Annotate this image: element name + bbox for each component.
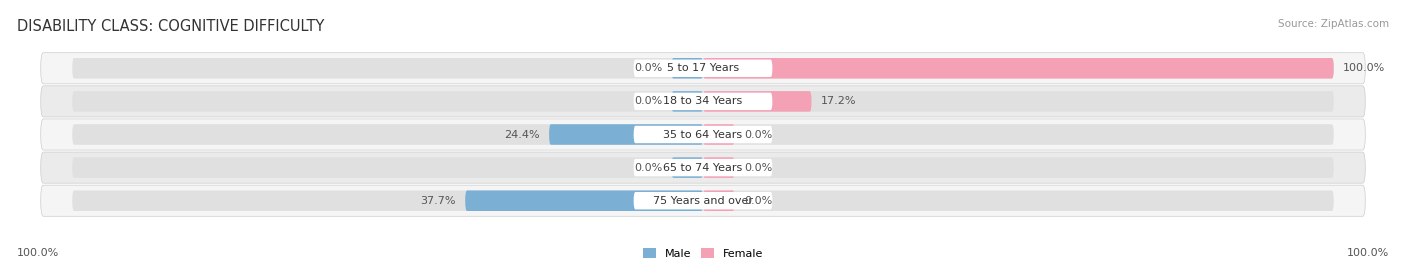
FancyBboxPatch shape	[41, 152, 1365, 183]
Text: 18 to 34 Years: 18 to 34 Years	[664, 96, 742, 107]
FancyBboxPatch shape	[465, 190, 703, 211]
Text: 37.7%: 37.7%	[420, 196, 456, 206]
Text: 0.0%: 0.0%	[634, 162, 662, 173]
FancyBboxPatch shape	[703, 157, 734, 178]
Text: DISABILITY CLASS: COGNITIVE DIFFICULTY: DISABILITY CLASS: COGNITIVE DIFFICULTY	[17, 19, 325, 34]
FancyBboxPatch shape	[72, 190, 1334, 211]
FancyBboxPatch shape	[634, 93, 772, 110]
FancyBboxPatch shape	[703, 58, 1334, 79]
FancyBboxPatch shape	[672, 58, 703, 79]
Text: 35 to 64 Years: 35 to 64 Years	[664, 129, 742, 140]
FancyBboxPatch shape	[41, 86, 1365, 117]
Text: 17.2%: 17.2%	[821, 96, 856, 107]
Text: 100.0%: 100.0%	[17, 248, 59, 258]
FancyBboxPatch shape	[72, 124, 1334, 145]
Text: 0.0%: 0.0%	[744, 196, 772, 206]
FancyBboxPatch shape	[41, 185, 1365, 216]
FancyBboxPatch shape	[41, 119, 1365, 150]
FancyBboxPatch shape	[634, 126, 772, 143]
FancyBboxPatch shape	[672, 157, 703, 178]
Text: 24.4%: 24.4%	[503, 129, 540, 140]
Text: 100.0%: 100.0%	[1347, 248, 1389, 258]
FancyBboxPatch shape	[703, 124, 734, 145]
FancyBboxPatch shape	[41, 53, 1365, 84]
Text: 0.0%: 0.0%	[744, 162, 772, 173]
FancyBboxPatch shape	[634, 159, 772, 176]
Text: 100.0%: 100.0%	[1343, 63, 1385, 73]
Text: Source: ZipAtlas.com: Source: ZipAtlas.com	[1278, 19, 1389, 29]
FancyBboxPatch shape	[703, 91, 811, 112]
FancyBboxPatch shape	[550, 124, 703, 145]
Text: 5 to 17 Years: 5 to 17 Years	[666, 63, 740, 73]
FancyBboxPatch shape	[703, 190, 734, 211]
Text: 75 Years and over: 75 Years and over	[652, 196, 754, 206]
FancyBboxPatch shape	[672, 91, 703, 112]
FancyBboxPatch shape	[72, 157, 1334, 178]
Legend: Male, Female: Male, Female	[638, 244, 768, 263]
FancyBboxPatch shape	[72, 58, 1334, 79]
Text: 65 to 74 Years: 65 to 74 Years	[664, 162, 742, 173]
FancyBboxPatch shape	[634, 192, 772, 210]
Text: 0.0%: 0.0%	[634, 96, 662, 107]
Text: 0.0%: 0.0%	[634, 63, 662, 73]
FancyBboxPatch shape	[72, 91, 1334, 112]
FancyBboxPatch shape	[634, 59, 772, 77]
Text: 0.0%: 0.0%	[744, 129, 772, 140]
